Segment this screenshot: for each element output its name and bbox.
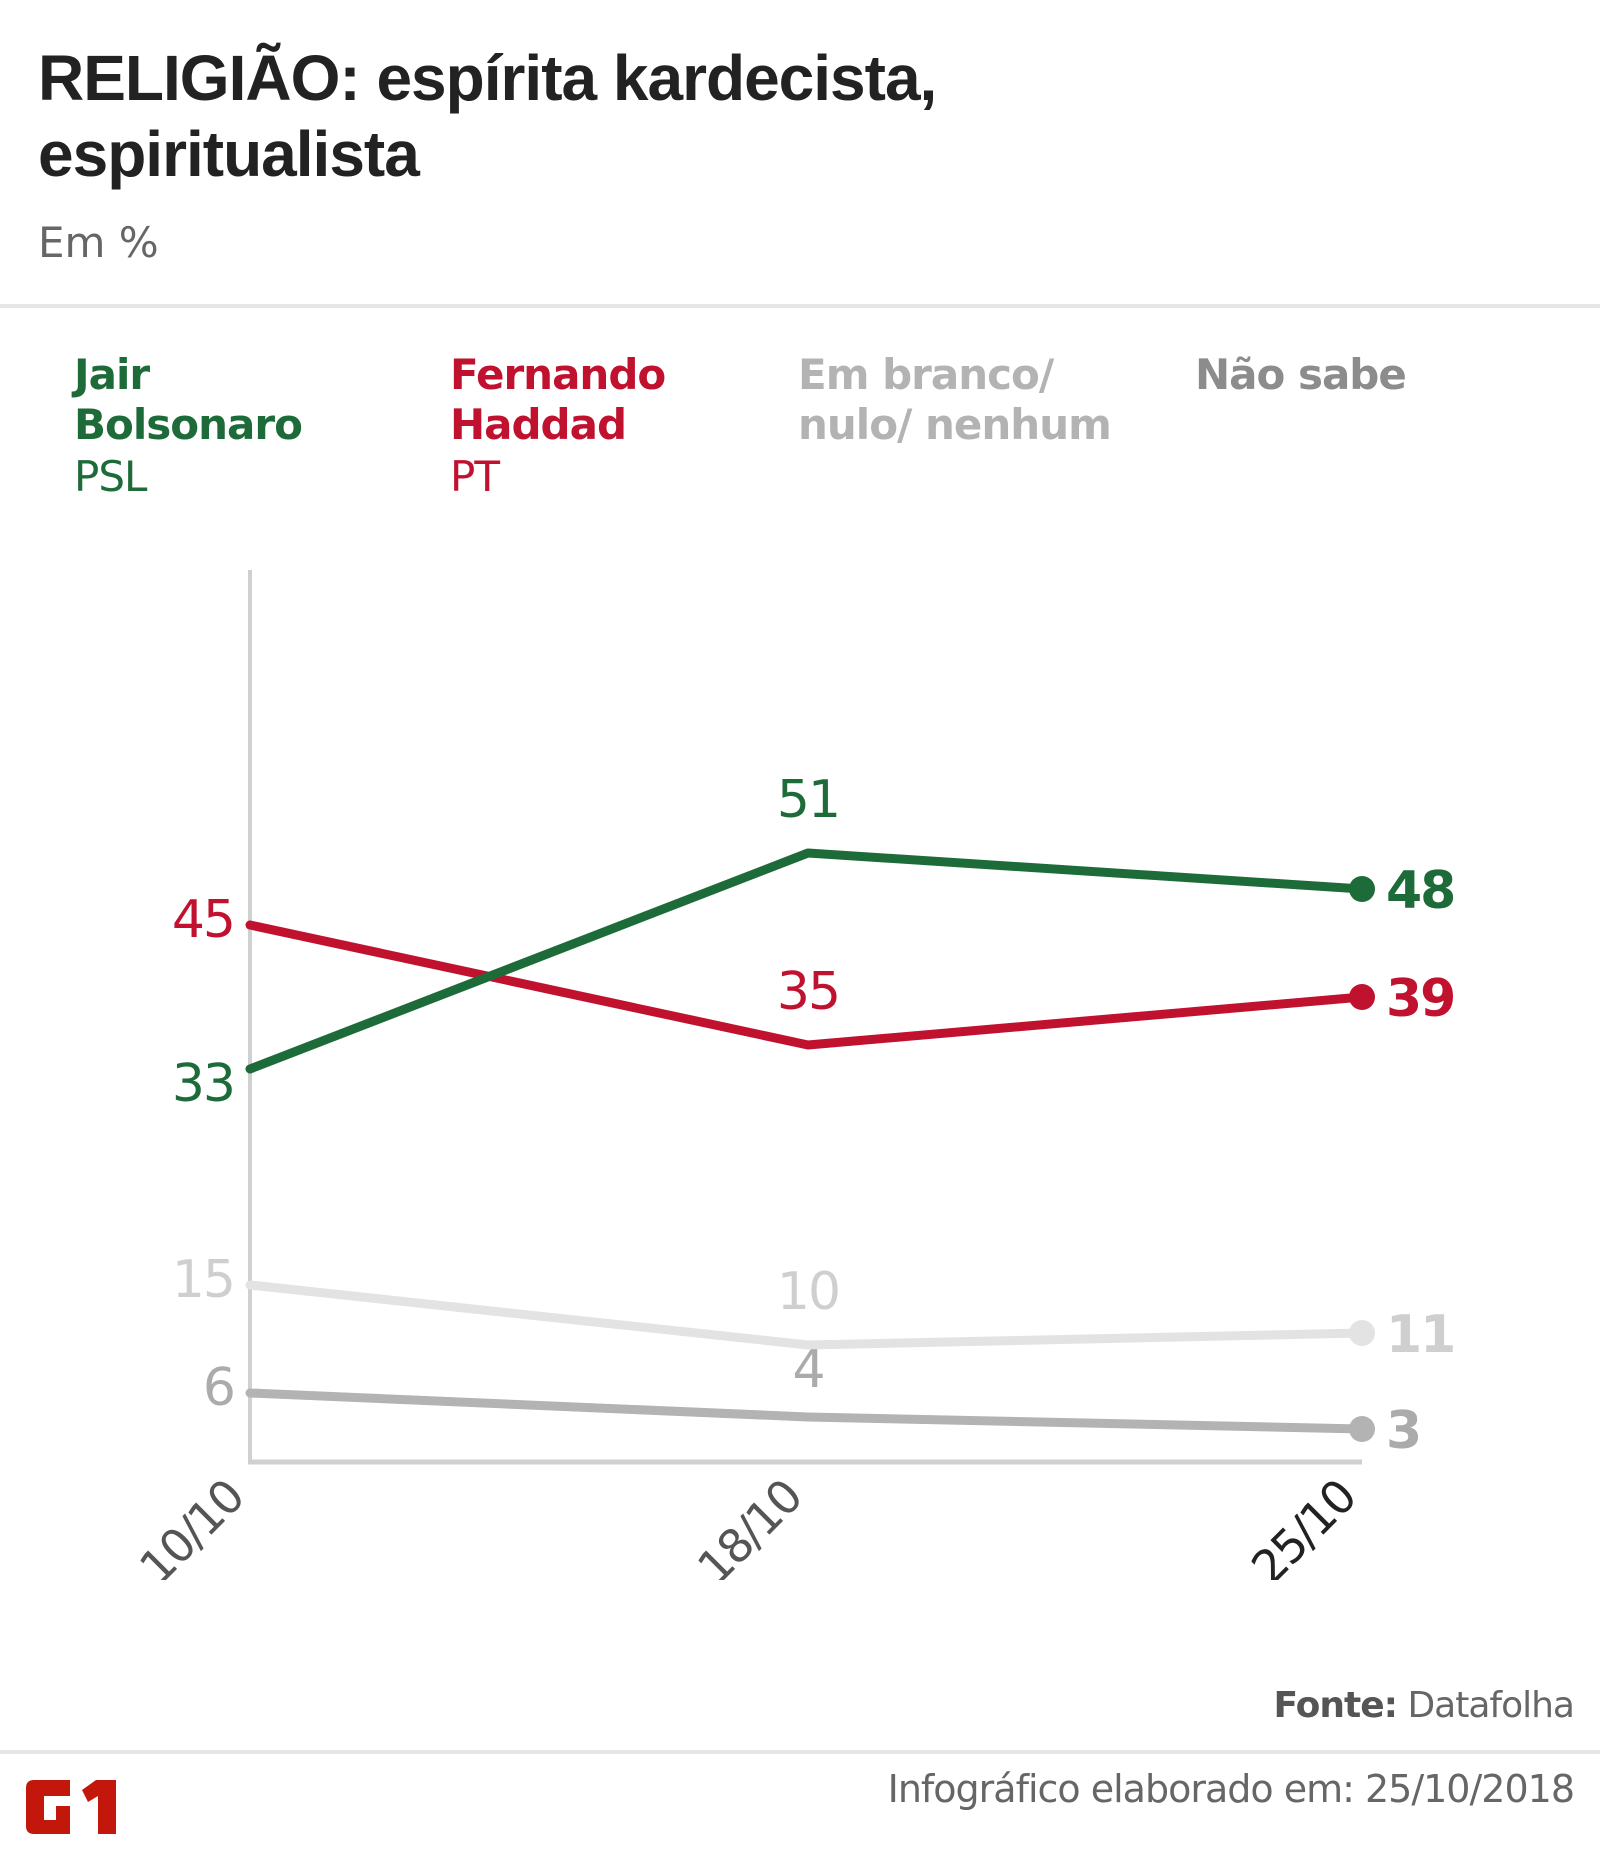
source-value: Datafolha: [1407, 1685, 1575, 1726]
series-end-marker: [1349, 984, 1375, 1010]
legend-item-branco-nulo: Em branco/ nulo/ nenhum: [798, 350, 1112, 450]
legend-name-line-2: nulo/ nenhum: [798, 400, 1112, 449]
title-line-2: espiritualista: [38, 118, 420, 190]
data-label: 11: [1386, 1305, 1454, 1365]
data-label: 35: [777, 962, 839, 1022]
footer-divider: [0, 1750, 1600, 1754]
legend-party: PT: [450, 452, 500, 501]
series-end-marker: [1349, 1416, 1375, 1442]
legend-party: PSL: [74, 452, 147, 501]
series-end-marker: [1349, 876, 1375, 902]
data-label: 3: [1386, 1401, 1420, 1461]
legend-name-line-1: Em branco/: [798, 350, 1054, 399]
legend-name-line-1: Jair: [74, 350, 150, 399]
series-line: [245, 1280, 1367, 1350]
chart-subtitle: Em %: [38, 218, 159, 267]
g1-logo-icon: [26, 1780, 116, 1834]
series-line: [245, 920, 1367, 1050]
x-tick-label: 10/10: [129, 1470, 254, 1580]
x-tick-labels: 10/10 18/10 25/10: [129, 1470, 1366, 1580]
data-label: 45: [172, 890, 234, 950]
data-label: 48: [1386, 861, 1454, 921]
chart-title: RELIGIÃO: espírita kardecista, espiritua…: [38, 40, 937, 192]
title-line-1: RELIGIÃO: espírita kardecista,: [38, 42, 937, 114]
source-note: Fonte: Datafolha: [1273, 1685, 1575, 1726]
data-label: 10: [777, 1262, 839, 1322]
series-line: [245, 1388, 1367, 1434]
legend-name-line-1: Fernando: [450, 350, 666, 399]
data-label: 51: [777, 770, 839, 830]
label-layer: 33 51 48 45 35 39 15 10 11 6 4 3: [172, 770, 1457, 1461]
legend-item-bolsonaro: Jair Bolsonaro PSL: [74, 350, 303, 502]
x-tick-label: 18/10: [687, 1470, 812, 1580]
legend-item-haddad: Fernando Haddad PT: [450, 350, 666, 502]
legend-name-line-2: Bolsonaro: [74, 400, 303, 449]
data-label: 33: [172, 1054, 234, 1114]
series-line: [245, 848, 1367, 1074]
legend-name-line-2: Haddad: [450, 400, 627, 449]
legend-item-nao-sabe: Não sabe: [1195, 350, 1407, 400]
x-tick-label: 25/10: [1241, 1470, 1366, 1580]
line-chart: 33 51 48 45 35 39 15 10 11 6 4 3 10/10 18/10 25/10: [129, 570, 1457, 1580]
data-label: 39: [1386, 969, 1454, 1029]
source-label: Fonte:: [1273, 1685, 1398, 1726]
legend-name-line-1: Não sabe: [1195, 350, 1407, 399]
series-end-marker: [1349, 1320, 1375, 1346]
data-label: 4: [792, 1340, 823, 1400]
data-label: 6: [203, 1358, 234, 1418]
series-layer: [245, 848, 1375, 1442]
data-label: 15: [172, 1250, 234, 1310]
header-divider: [0, 304, 1600, 308]
elaboration-date: Infográfico elaborado em: 25/10/2018: [887, 1767, 1575, 1811]
